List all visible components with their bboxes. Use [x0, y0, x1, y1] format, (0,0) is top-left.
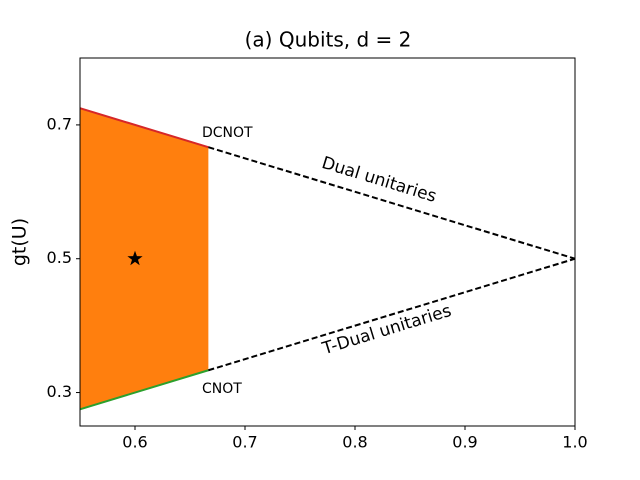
y-tick-label: 0.7: [47, 114, 72, 133]
x-tick-label: 0.6: [122, 433, 147, 452]
star-marker: [127, 250, 143, 266]
y-axis-label: gt(U): [9, 218, 31, 266]
annotation: DCNOT: [202, 125, 253, 141]
y-tick-label: 0.3: [47, 382, 72, 401]
x-tick-label: 0.9: [452, 433, 477, 452]
line: [79, 369, 209, 411]
dashed-line: [208, 257, 576, 372]
annotation: CNOT: [202, 381, 242, 397]
chart-title: (a) Qubits, d = 2: [245, 28, 412, 52]
x-tick-label: 0.7: [232, 433, 257, 452]
region: [80, 108, 209, 410]
line: [79, 107, 209, 149]
plot-frame: [79, 57, 576, 427]
annotation: Dual unitaries: [319, 153, 439, 207]
dashed-line: [208, 146, 576, 260]
x-tick-label: 0.8: [342, 433, 367, 452]
x-tick-label: 1.0: [562, 433, 587, 452]
y-tick-label: 0.5: [47, 248, 72, 267]
